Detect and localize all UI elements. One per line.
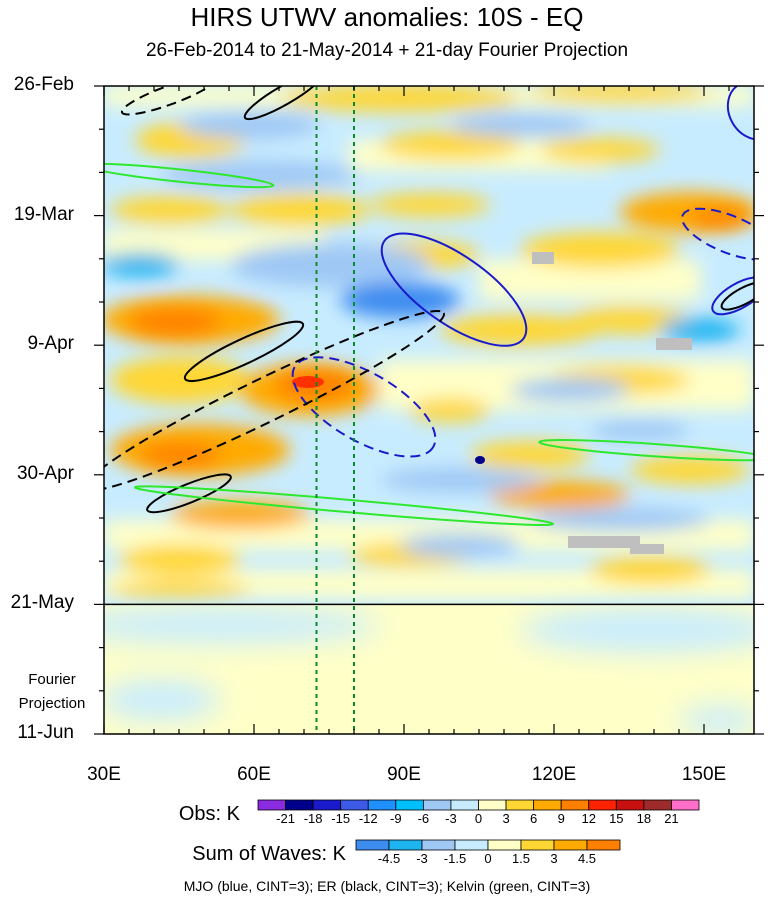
er-contour-6 bbox=[183, 320, 305, 383]
waves-colorbar-swatch-7 bbox=[586, 839, 621, 851]
waves-colorbar-tick-label-5: 3 bbox=[550, 851, 558, 866]
obs-colorbar-swatch-8 bbox=[478, 799, 507, 811]
waves-colorbar-tick-label-6: 4.5 bbox=[577, 851, 597, 866]
mjo-contour-0 bbox=[380, 232, 528, 347]
y-tick-label-21may: 21-May bbox=[10, 592, 74, 614]
obs-colorbar-swatch-10 bbox=[533, 799, 562, 811]
obs-colorbar-swatch-6 bbox=[422, 799, 452, 811]
er-contour-7 bbox=[146, 473, 232, 514]
obs-colorbar-title: Obs: K bbox=[178, 803, 240, 825]
waves-colorbar-tick-label-4: 1.5 bbox=[511, 851, 531, 866]
waves-colorbar bbox=[355, 839, 621, 851]
obs-colorbar bbox=[257, 799, 700, 811]
wave-contours bbox=[104, 86, 754, 526]
y-tick-label-11jun: 11-Jun bbox=[17, 722, 74, 743]
x-tick-label-150e: 150E bbox=[681, 764, 727, 785]
obs-colorbar-tick-label-8: 3 bbox=[502, 811, 510, 826]
fourier-projection-label: Fourier Projection bbox=[0, 668, 104, 716]
obs-colorbar-swatch-5 bbox=[395, 799, 424, 811]
mjo-contour-2 bbox=[681, 207, 754, 261]
er-contour-5 bbox=[104, 309, 446, 492]
axis-ticks bbox=[94, 85, 764, 735]
kelvin-contour-12 bbox=[133, 485, 555, 526]
er-contour-8 bbox=[120, 86, 218, 116]
y-tick-label-9apr: 9-Apr bbox=[27, 333, 74, 355]
waves-colorbar-tick-label-1: -3 bbox=[416, 851, 428, 866]
mjo-contour-3 bbox=[726, 86, 754, 141]
waves-colorbar-swatch-4 bbox=[487, 839, 522, 851]
x-tick-label-30e: 30E bbox=[87, 764, 121, 785]
waves-colorbar-swatch-2 bbox=[421, 839, 456, 851]
kelvin-contour-13 bbox=[538, 439, 754, 462]
waves-colorbar-swatch-5 bbox=[520, 839, 555, 851]
y-tick-label-19mar: 19-Mar bbox=[13, 203, 74, 225]
obs-colorbar-swatch-3 bbox=[340, 799, 369, 811]
obs-colorbar-tick-label-3: -12 bbox=[358, 811, 378, 826]
obs-colorbar-tick-label-11: 12 bbox=[581, 811, 596, 826]
obs-colorbar-tick-label-7: 0 bbox=[474, 811, 483, 826]
obs-colorbar-swatch-7 bbox=[450, 799, 479, 811]
obs-colorbar-tick-label-6: -3 bbox=[445, 811, 457, 826]
waves-colorbar-swatch-6 bbox=[553, 839, 588, 851]
reference-longitude-lines bbox=[315, 86, 355, 734]
waves-colorbar-tick-label-0: -4.5 bbox=[377, 851, 401, 866]
mjo-contour-4 bbox=[711, 276, 754, 316]
obs-colorbar-swatch-0 bbox=[257, 799, 286, 811]
x-tick-label-120e: 120E bbox=[531, 764, 577, 785]
obs-colorbar-tick-label-5: -6 bbox=[417, 811, 430, 826]
waves-colorbar-tick-label-3: 0 bbox=[484, 851, 492, 866]
obs-colorbar-tick-label-13: 18 bbox=[636, 811, 652, 826]
obs-colorbar-swatch-12 bbox=[588, 799, 617, 811]
x-tick-label-60e: 60E bbox=[237, 764, 271, 785]
kelvin-contour-11 bbox=[104, 162, 275, 189]
obs-colorbar-tick-label-4: -9 bbox=[390, 811, 402, 826]
obs-colorbar-tick-label-12: 15 bbox=[609, 811, 624, 826]
waves-colorbar-tick-label-2: -1.5 bbox=[443, 851, 467, 866]
obs-colorbar-swatch-14 bbox=[643, 799, 672, 811]
er-contour-10 bbox=[720, 281, 754, 311]
obs-colorbar-swatch-4 bbox=[367, 799, 397, 811]
fourier-label-line1: Fourier bbox=[28, 671, 76, 688]
chart-subtitle: 26-Feb-2014 to 21-May-2014 + 21-day Four… bbox=[145, 40, 629, 61]
waves-colorbar-swatch-0 bbox=[355, 839, 390, 851]
obs-colorbar-swatch-15 bbox=[671, 799, 700, 811]
obs-colorbar-tick-label-1: -18 bbox=[303, 811, 323, 826]
obs-colorbar-swatch-2 bbox=[312, 799, 342, 811]
obs-colorbar-swatch-9 bbox=[505, 799, 535, 811]
obs-colorbar-tick-label-2: -15 bbox=[331, 811, 351, 826]
waves-colorbar-swatch-1 bbox=[388, 839, 423, 851]
y-tick-label-26feb: 26-Feb bbox=[13, 74, 74, 95]
obs-colorbar-swatch-11 bbox=[560, 799, 590, 811]
obs-colorbar-tick-label-9: 6 bbox=[530, 811, 538, 826]
anomaly-field bbox=[104, 86, 754, 734]
obs-colorbar-tick-label-14: 21 bbox=[664, 811, 679, 826]
x-tick-label-90e: 90E bbox=[387, 764, 421, 785]
y-tick-label-30apr: 30-Apr bbox=[16, 462, 74, 484]
chart-title: HIRS UTWV anomalies: 10S - EQ bbox=[190, 2, 584, 32]
waves-colorbar-swatch-3 bbox=[454, 839, 489, 851]
waves-colorbar-title: Sum of Waves: K bbox=[192, 843, 346, 865]
fourier-label-line2: Projection bbox=[18, 695, 86, 712]
mjo-contour-1 bbox=[291, 356, 437, 458]
obs-colorbar-swatch-1 bbox=[285, 799, 314, 811]
obs-colorbar-tick-label-10: 9 bbox=[557, 811, 565, 826]
footer-legend: MJO (blue, CINT=3); ER (black, CINT=3); … bbox=[183, 878, 591, 894]
obs-colorbar-swatch-13 bbox=[615, 799, 645, 811]
obs-colorbar-tick-label-0: -21 bbox=[276, 811, 295, 826]
